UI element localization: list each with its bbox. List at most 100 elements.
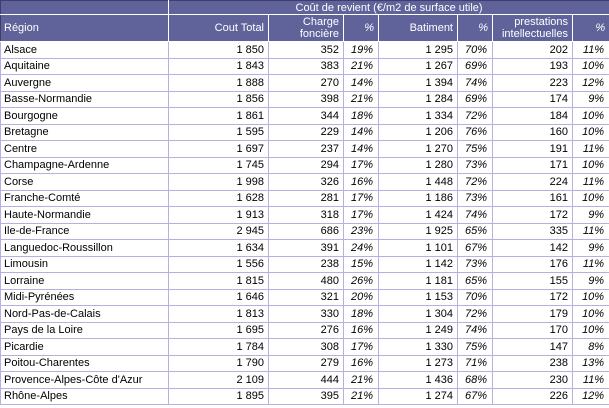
region-cell: Rhône-Alpes — [0, 387, 169, 405]
region-cell: Franche-Comté — [0, 189, 169, 207]
region-cell: Languedoc-Roussillon — [0, 239, 169, 257]
prestations-pct-cell: 11% — [571, 255, 609, 273]
charge-fonciere-cell: 395 — [268, 387, 344, 405]
prestations-cell: 174 — [492, 90, 573, 108]
batiment-cell: 1 181 — [378, 272, 458, 290]
charge-pct-cell: 26% — [343, 272, 379, 290]
batiment-pct-cell: 74% — [457, 206, 493, 224]
table-header: Coût de revient (€/m2 de surface utile) … — [0, 0, 609, 42]
region-cell: Poitou-Charentes — [0, 354, 169, 372]
prestations-pct-cell: 12% — [571, 74, 609, 92]
table-row: Nord-Pas-de-Calais 1 813 330 18% 1 304 72% 179… — [0, 305, 609, 323]
cout-total-cell: 1 998 — [168, 173, 269, 191]
charge-pct-cell: 21% — [343, 387, 379, 405]
prestations-pct-cell: 11% — [571, 41, 609, 59]
prestations-cell: 172 — [492, 206, 573, 224]
batiment-cell: 1 142 — [378, 255, 458, 273]
prestations-cell: 223 — [492, 74, 573, 92]
prestations-pct-cell: 13% — [571, 354, 609, 372]
batiment-pct-cell: 70% — [457, 288, 493, 306]
cout-total-cell: 1 745 — [168, 156, 269, 174]
region-cell: Alsace — [0, 41, 169, 59]
region-cell: Pays de la Loire — [0, 321, 169, 339]
column-header-cout-total: Cout Total — [168, 14, 269, 42]
batiment-cell: 1 436 — [378, 371, 458, 389]
batiment-cell: 1 101 — [378, 239, 458, 257]
table-row: Rhône-Alpes 1 895 395 21% 1 274 67% 226 12% — [0, 387, 609, 405]
batiment-pct-cell: 73% — [457, 189, 493, 207]
corner-cell — [0, 0, 169, 15]
prestations-pct-cell: 10% — [571, 107, 609, 125]
batiment-cell: 1 274 — [378, 387, 458, 405]
cout-total-cell: 1 861 — [168, 107, 269, 125]
cout-total-cell: 1 850 — [168, 41, 269, 59]
charge-pct-cell: 17% — [343, 206, 379, 224]
region-cell: Bourgogne — [0, 107, 169, 125]
table-row: Pays de la Loire 1 695 276 16% 1 249 74% 170 10… — [0, 321, 609, 339]
table-body: Alsace 1 850 352 19% 1 295 70% 202 11% Aquitaine… — [0, 41, 609, 405]
table-row: Bourgogne 1 861 344 18% 1 334 72% 184 10% — [0, 107, 609, 125]
charge-fonciere-cell: 276 — [268, 321, 344, 339]
prestations-cell: 160 — [492, 123, 573, 141]
charge-fonciere-cell: 308 — [268, 338, 344, 356]
batiment-cell: 1 424 — [378, 206, 458, 224]
charge-fonciere-cell: 229 — [268, 123, 344, 141]
batiment-pct-cell: 72% — [457, 107, 493, 125]
batiment-cell: 1 280 — [378, 156, 458, 174]
batiment-pct-cell: 72% — [457, 173, 493, 191]
cout-total-cell: 1 790 — [168, 354, 269, 372]
charge-fonciere-cell: 444 — [268, 371, 344, 389]
prestations-pct-cell: 11% — [571, 140, 609, 158]
table-row: Champagne-Ardenne 1 745 294 17% 1 280 73% 171 1… — [0, 156, 609, 174]
region-cell: Midi-Pyrénées — [0, 288, 169, 306]
batiment-pct-cell: 73% — [457, 156, 493, 174]
batiment-cell: 1 273 — [378, 354, 458, 372]
table-row: Midi-Pyrénées 1 646 321 20% 1 153 70% 172 10% — [0, 288, 609, 306]
prestations-pct-cell: 9% — [571, 272, 609, 290]
cout-total-cell: 1 895 — [168, 387, 269, 405]
batiment-cell: 1 284 — [378, 90, 458, 108]
prestations-cell: 172 — [492, 288, 573, 306]
column-header-region: Région — [0, 14, 169, 42]
batiment-pct-cell: 69% — [457, 57, 493, 75]
cout-total-cell: 1 595 — [168, 123, 269, 141]
prestations-pct-cell: 12% — [571, 387, 609, 405]
region-cell: Nord-Pas-de-Calais — [0, 305, 169, 323]
batiment-cell: 1 394 — [378, 74, 458, 92]
batiment-cell: 1 267 — [378, 57, 458, 75]
prestations-cell: 202 — [492, 41, 573, 59]
batiment-pct-cell: 68% — [457, 371, 493, 389]
batiment-pct-cell: 76% — [457, 123, 493, 141]
charge-pct-cell: 21% — [343, 90, 379, 108]
prestations-pct-cell: 10% — [571, 123, 609, 141]
cout-total-cell: 1 784 — [168, 338, 269, 356]
cout-total-cell: 1 913 — [168, 206, 269, 224]
cout-total-cell: 2 109 — [168, 371, 269, 389]
batiment-pct-cell: 67% — [457, 387, 493, 405]
table-row: Lorraine 1 815 480 26% 1 181 65% 155 9% — [0, 272, 609, 290]
charge-fonciere-cell: 321 — [268, 288, 344, 306]
batiment-cell: 1 206 — [378, 123, 458, 141]
batiment-pct-cell: 69% — [457, 90, 493, 108]
prestations-cell: 238 — [492, 354, 573, 372]
table-row: Ile-de-France 2 945 686 23% 1 925 65% 335 11% — [0, 222, 609, 240]
table-row: Corse 1 998 326 16% 1 448 72% 224 11% — [0, 173, 609, 191]
batiment-pct-cell: 71% — [457, 354, 493, 372]
prestations-cell: 226 — [492, 387, 573, 405]
prestations-pct-cell: 10% — [571, 57, 609, 75]
charge-pct-cell: 21% — [343, 371, 379, 389]
charge-fonciere-cell: 686 — [268, 222, 344, 240]
column-header-charge-pct: % — [343, 14, 379, 42]
prestations-cell: 170 — [492, 321, 573, 339]
prestations-cell: 184 — [492, 107, 573, 125]
charge-fonciere-cell: 383 — [268, 57, 344, 75]
charge-pct-cell: 17% — [343, 189, 379, 207]
charge-pct-cell: 14% — [343, 123, 379, 141]
prestations-pct-cell: 8% — [571, 338, 609, 356]
charge-pct-cell: 17% — [343, 338, 379, 356]
prestations-pct-cell: 10% — [571, 156, 609, 174]
batiment-cell: 1 925 — [378, 222, 458, 240]
prestations-pct-cell: 11% — [571, 371, 609, 389]
batiment-cell: 1 448 — [378, 173, 458, 191]
prestations-pct-cell: 10% — [571, 305, 609, 323]
